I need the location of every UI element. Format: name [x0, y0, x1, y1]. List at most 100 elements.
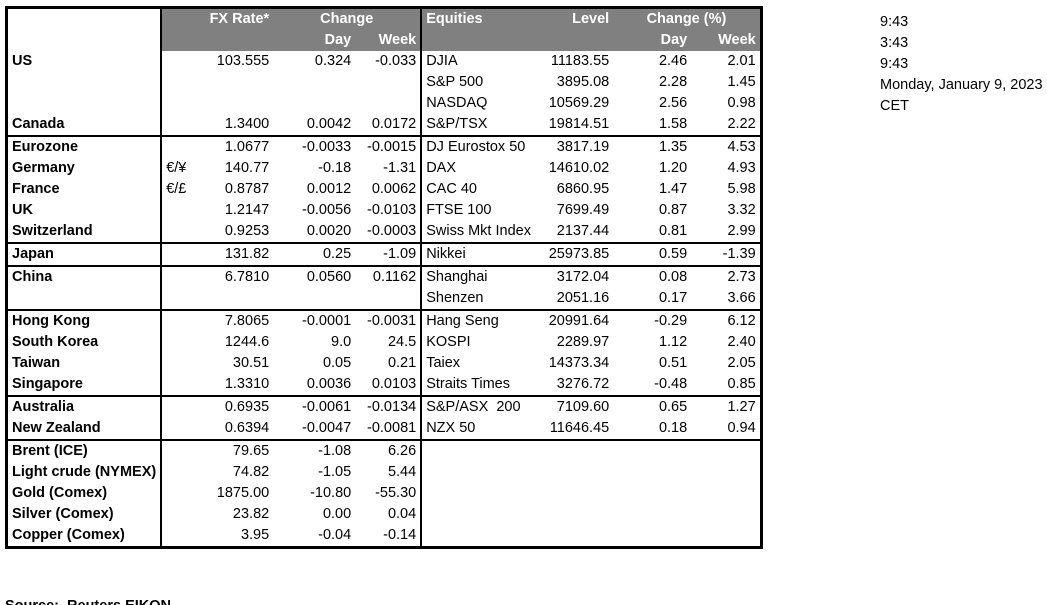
- fx-name-cell: Light crude (NYMEX): [6, 462, 163, 483]
- currency-pair-cell: [161, 374, 192, 397]
- equity-level-cell: 3172.04: [556, 269, 610, 285]
- equity-level-cell: 14610.02: [548, 160, 610, 176]
- equity-level-cell: 3817.19: [556, 139, 610, 155]
- fx-rate-cell: 1875.00: [216, 485, 270, 501]
- fx-rate-cell: 140.77: [224, 160, 270, 176]
- fx-day-change-cell: -0.18: [318, 160, 352, 176]
- fx-day-change-cell: 0.00: [322, 506, 352, 522]
- equity-day-change-cell: [613, 483, 691, 504]
- fx-name-cell: Germany: [6, 158, 163, 179]
- table-row: Germany €/¥ 140.77 -0.18 -1.31 DAX 14610.02 1.2…: [6, 158, 762, 179]
- equity-week-change-cell: 2.01: [727, 53, 756, 69]
- table-header-row-2: Day Week Day Week: [7, 30, 762, 51]
- fx-week-change-cell: 0.1162: [355, 266, 423, 288]
- equity-name-cell: KOSPI: [426, 334, 471, 350]
- fx-name-cell: Singapore: [6, 374, 163, 397]
- equity-week-change-cell: [691, 462, 761, 483]
- table-row: Hong Kong 7.8065 -0.0001 -0.0031 Hang Seng 20…: [6, 310, 762, 332]
- currency-pair-cell: €/£: [166, 181, 187, 197]
- equity-name-cell: S&P/TSX: [421, 114, 538, 137]
- fx-week-change-cell: -0.0134: [355, 396, 423, 418]
- equity-week-change-cell: 3.66: [691, 288, 762, 311]
- header-pair-spacer: [161, 7, 192, 30]
- fx-day-change-cell: [273, 93, 355, 114]
- fx-week-change-cell: -0.14: [355, 525, 423, 548]
- equity-day-change-cell: 0.17: [613, 288, 692, 311]
- equity-level-cell: [537, 440, 613, 462]
- fx-week-change-cell: -0.0003: [355, 221, 423, 244]
- header-level: Level: [537, 7, 614, 30]
- equity-week-change-cell: 0.98: [727, 95, 756, 111]
- table-row: Eurozone 1.0677 -0.0033 -0.0015 DJ Eurostox …: [6, 136, 762, 158]
- equity-day-change-cell: 0.18: [613, 418, 692, 441]
- equity-name-cell: [421, 483, 537, 504]
- fx-day-change-cell: -10.80: [310, 485, 352, 501]
- fx-rate-cell: 23.82: [232, 506, 270, 522]
- fx-rate-cell: 74.82: [232, 464, 270, 480]
- table-row: Gold (Comex) 1875.00 -10.80 -55.30: [6, 483, 762, 504]
- currency-pair-cell: [161, 462, 191, 483]
- equity-name-cell: Straits Times: [421, 374, 538, 397]
- fx-day-change-cell: -0.0047: [273, 418, 356, 441]
- fx-week-change-cell: 0.0103: [355, 374, 423, 397]
- fx-rate-cell: 1.0677: [224, 139, 270, 155]
- equity-name-cell: [421, 440, 537, 462]
- equity-level-cell: [537, 525, 613, 548]
- notes-block: Source: Reuters EIKON. * FX Rate for USD…: [5, 554, 763, 605]
- fx-rate-cell: 103.555: [216, 53, 270, 69]
- equity-name-cell: Nikkei: [421, 243, 538, 267]
- fx-day-change-cell: -1.08: [318, 443, 352, 459]
- equity-name-cell: NZX 50: [421, 418, 538, 441]
- table-row: Brent (ICE) 79.65 -1.08 6.26: [6, 440, 762, 462]
- fx-day-change-cell: 0.05: [322, 355, 352, 371]
- time-value-1: 9:43: [880, 14, 909, 30]
- header-change-pct: Change (%): [613, 7, 762, 30]
- equity-level-cell: 2137.44: [537, 221, 614, 244]
- table-row: S&P 500 3895.08 2.28 1.45: [6, 72, 762, 93]
- fx-name-cell: Canada: [6, 114, 163, 137]
- equity-week-change-cell: 4.93: [727, 160, 756, 176]
- equity-level-cell: 10569.29: [548, 95, 610, 111]
- header-spacer: [537, 30, 614, 51]
- fx-week-change-cell: 0.0062: [355, 179, 423, 200]
- fx-rate-cell: [191, 72, 273, 93]
- fx-name-cell: Brent (ICE): [6, 440, 163, 462]
- equity-day-change-cell: 0.51: [658, 355, 688, 371]
- currency-pair-cell: [161, 200, 191, 221]
- equity-level-cell: 7699.49: [556, 202, 610, 218]
- equity-level-cell: 7109.60: [556, 399, 610, 415]
- fx-name-cell: [6, 288, 163, 311]
- equity-week-change-cell: 6.12: [727, 313, 756, 329]
- equity-level-cell: 11183.55: [550, 53, 610, 69]
- equity-level-cell: [537, 504, 613, 525]
- equity-name-cell: DJ Eurostox 50: [426, 139, 526, 155]
- equity-day-change-cell: [613, 462, 691, 483]
- equity-week-change-cell: 2.05: [727, 355, 756, 371]
- table-body: US 103.555 0.324 -0.033 DJIA 11183.55 2.46 2.01…: [6, 51, 762, 548]
- fx-week-change-cell: 0.04: [355, 504, 423, 525]
- fx-name-cell: Copper (Comex): [6, 525, 163, 548]
- equity-name-cell: NASDAQ: [426, 95, 488, 111]
- equity-name-cell: CAC 40: [426, 181, 477, 197]
- equity-week-change-cell: 5.98: [727, 181, 756, 197]
- fx-rate-cell: 79.65: [232, 443, 270, 459]
- equity-level-cell: 3276.72: [537, 374, 614, 397]
- equity-level-cell: 3895.08: [556, 74, 610, 90]
- equity-week-change-cell: 1.27: [727, 399, 756, 415]
- equity-name-cell: [421, 462, 537, 483]
- fx-name-cell: Silver (Comex): [6, 504, 163, 525]
- equity-week-change-cell: 4.53: [727, 139, 756, 155]
- currency-pair-cell: [161, 418, 192, 441]
- currency-pair-cell: [161, 353, 191, 374]
- equity-day-change-cell: -0.29: [654, 313, 688, 329]
- equity-day-change-cell: 2.56: [658, 95, 688, 111]
- fx-day-change-cell: 0.0036: [273, 374, 356, 397]
- equity-name-cell: S&P 500: [426, 74, 484, 90]
- equity-week-change-cell: 1.45: [727, 74, 756, 90]
- currency-pair-cell: [161, 114, 192, 137]
- fx-rate-cell: 1244.6: [224, 334, 270, 350]
- equity-name-cell: Shanghai: [426, 269, 488, 285]
- fx-week-change-cell: -1.31: [355, 158, 423, 179]
- header-equities: Equities: [421, 7, 538, 30]
